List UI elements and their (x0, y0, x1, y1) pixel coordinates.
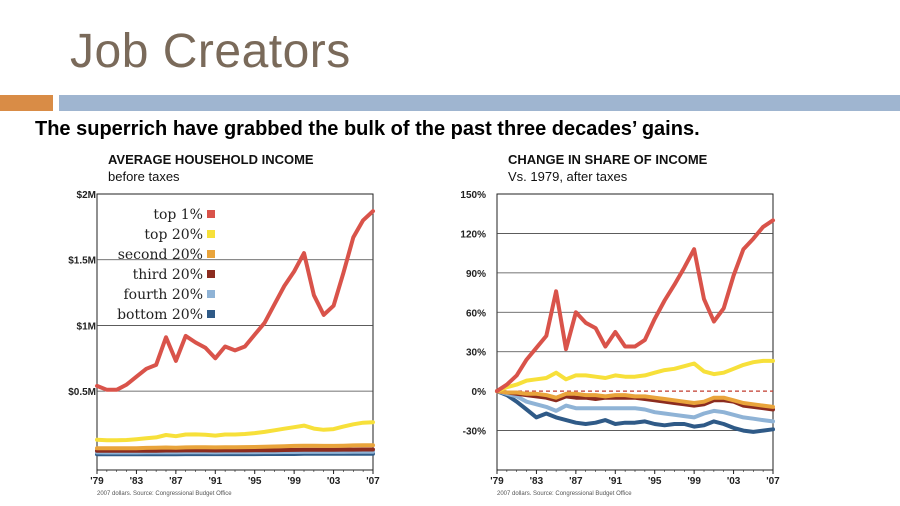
right-y-tick-label: 90% (466, 269, 486, 280)
left-series-line-top-1pct (95, 209, 375, 392)
right-chart-title: CHANGE IN SHARE OF INCOME (508, 152, 708, 167)
right-x-tick-label: '87 (569, 476, 583, 487)
right-y-tick-label: -30% (463, 427, 486, 438)
accent-bar-blue (59, 95, 900, 111)
left-chart-title: AVERAGE HOUSEHOLD INCOME (108, 152, 314, 167)
left-series-line-second-20pct (95, 443, 375, 451)
legend-swatch-bottom-20pct (207, 310, 215, 318)
left-y-tick-label: $0.5M (68, 387, 96, 398)
left-x-tick-label: '83 (130, 476, 144, 487)
right-x-tick-label: '03 (727, 476, 741, 487)
left-series-line-top-20pct (95, 420, 375, 443)
right-y-tick-label: 0% (472, 387, 487, 398)
legend-label-top-20pct: top 20% (144, 227, 203, 243)
left-x-tick-label: '07 (366, 476, 380, 487)
left-source-note: 2007 dollars. Source: Congressional Budg… (97, 491, 232, 497)
legend-swatch-top-20pct (207, 230, 215, 238)
accent-bar-orange (0, 95, 53, 111)
right-series-line-second-20pct (495, 389, 775, 409)
right-y-tick-label: 30% (466, 348, 486, 359)
legend-swatch-top-1pct (207, 210, 215, 218)
legend-label-bottom-20pct: bottom 20% (117, 307, 203, 323)
left-y-tick-label: $1M (77, 321, 96, 332)
slide-title: Job Creators (70, 25, 351, 78)
right-source-note: 2007 dollars. Source: Congressional Budg… (497, 491, 632, 497)
right-x-tick-label: '95 (648, 476, 662, 487)
right-x-tick-label: '79 (490, 476, 504, 487)
legend-swatch-fourth-20pct (207, 290, 215, 298)
right-y-tick-label: 120% (460, 229, 486, 240)
left-x-tick-label: '95 (248, 476, 262, 487)
left-y-tick-label: $2M (77, 190, 96, 201)
left-x-tick-label: '79 (90, 476, 104, 487)
legend-label-third-20pct: third 20% (133, 267, 203, 283)
slide-subtitle: The superrich have grabbed the bulk of t… (35, 118, 700, 140)
left-y-tick-label: $1.5M (68, 256, 96, 267)
right-series-line-fourth-20pct (495, 389, 775, 424)
left-x-tick-label: '99 (287, 476, 301, 487)
left-x-tick-label: '91 (209, 476, 223, 487)
right-x-tick-label: '83 (530, 476, 544, 487)
right-x-tick-label: '99 (687, 476, 701, 487)
legend-label-second-20pct: second 20% (118, 247, 203, 263)
legend-label-top-1pct: top 1% (153, 207, 203, 223)
right-y-tick-label: 150% (460, 190, 486, 201)
right-x-tick-label: '07 (766, 476, 780, 487)
legend-swatch-third-20pct (207, 270, 215, 278)
legend-swatch-second-20pct (207, 250, 215, 258)
left-x-tick-label: '87 (169, 476, 183, 487)
left-series-line-third-20pct (95, 447, 375, 453)
legend-label-fourth-20pct: fourth 20% (123, 287, 203, 303)
right-chart-subtitle: Vs. 1979, after taxes (508, 169, 628, 184)
left-x-tick-label: '03 (327, 476, 341, 487)
left-chart-subtitle: before taxes (108, 169, 180, 184)
right-series-line-top-20pct (495, 358, 775, 394)
right-x-tick-label: '91 (609, 476, 623, 487)
right-y-tick-label: 60% (466, 308, 486, 319)
right-series-line-bottom-20pct (495, 389, 775, 434)
right-series-line-top-1pct (495, 218, 775, 394)
